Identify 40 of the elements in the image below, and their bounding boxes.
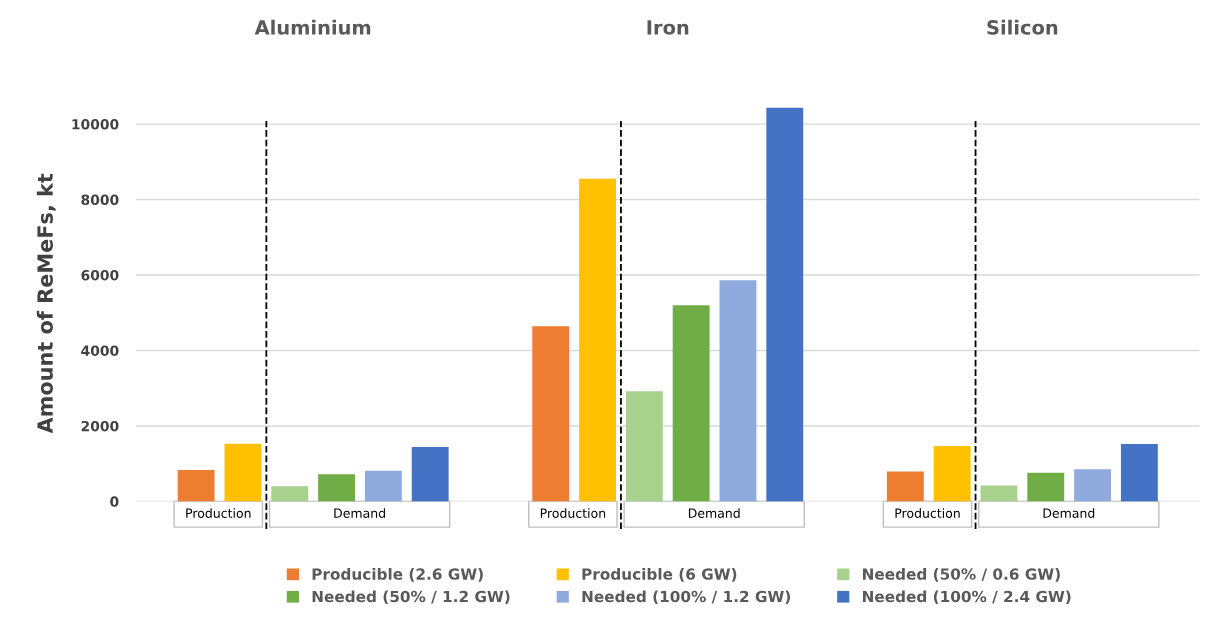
text: Demand: [1043, 508, 1095, 518]
legend-label: Needed (50% / 0.6 GW): [862, 568, 1060, 582]
bar: [980, 485, 1018, 502]
bar: [411, 447, 449, 502]
bar: [579, 178, 616, 502]
bar: [1074, 469, 1112, 502]
x-tick-label: Iron: [647, 20, 689, 35]
y-tick-label: 4000: [81, 345, 119, 356]
legend-label: Needed (50% / 1.2 GW): [312, 590, 510, 605]
legend-label: Producible (6 GW): [582, 568, 737, 582]
bar: [364, 470, 402, 502]
bar: [625, 391, 663, 502]
x-tick-label: Aluminium: [254, 19, 371, 35]
bar: [672, 305, 710, 502]
bar: [1120, 444, 1158, 502]
y-tick-label: 8000: [81, 194, 119, 206]
legend-label: Needed (100% / 2.4 GW): [862, 590, 1071, 605]
bar: [177, 470, 215, 502]
y-tick-label: 6000: [81, 269, 119, 281]
text: Demand: [334, 508, 385, 518]
y-tick-label: 10000: [72, 119, 119, 130]
text: Production: [895, 508, 960, 518]
bar: [318, 474, 355, 502]
text: Demand: [688, 508, 740, 518]
legend-label: Producible (2.6 GW): [312, 568, 483, 582]
text: Production: [540, 508, 606, 518]
bar: [886, 471, 924, 502]
text: Production: [186, 508, 251, 518]
bar: [1027, 472, 1065, 502]
bar: [224, 443, 262, 502]
bar: [271, 486, 309, 502]
x-tick-label: Silicon: [987, 19, 1058, 35]
y-tick-label: 0: [110, 496, 119, 507]
legend-label: Needed (100% / 1.2 GW): [582, 590, 790, 605]
y-axis-title: Amount of ReMeFs, kt: [36, 173, 56, 434]
bar: [766, 107, 804, 502]
bar: [719, 280, 757, 502]
y-tick-label: 2000: [81, 420, 119, 432]
bar: [933, 445, 971, 502]
bar: [532, 326, 570, 502]
